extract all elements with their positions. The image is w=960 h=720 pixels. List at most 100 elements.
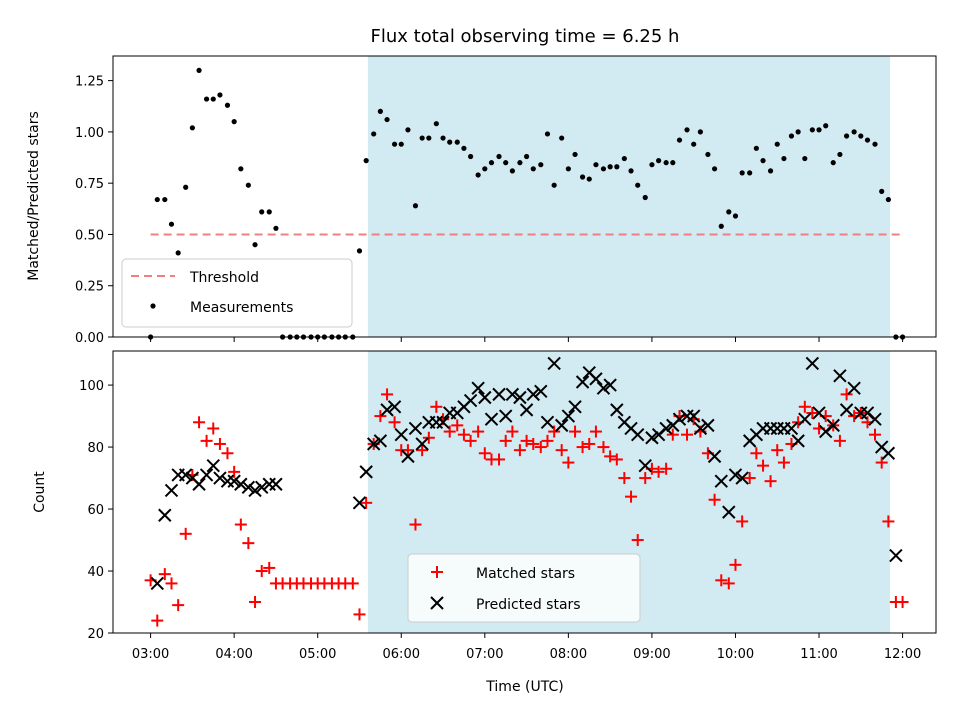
measurement-point (579, 174, 586, 180)
measurement-point (809, 127, 815, 133)
top-y-tick-label: 0.75 (75, 177, 104, 192)
top-y-axis-label: Matched/Predicted stars (26, 111, 42, 281)
measurement-point (544, 131, 551, 137)
matched-star-point (777, 456, 790, 469)
matched-star-point (158, 568, 171, 581)
measurement-point (802, 155, 808, 162)
predicted-star-point (241, 480, 256, 495)
legend-matched-label: Matched stars (476, 566, 575, 582)
measurement-point (523, 153, 530, 160)
predicted-star-point (833, 369, 847, 383)
top-y-tick-label: 0.25 (75, 280, 104, 295)
predicted-star-point (192, 477, 206, 491)
predicted-star-point (693, 421, 708, 436)
predicted-star-point (728, 468, 743, 482)
predicted-star-point (164, 483, 179, 498)
x-tick-label: 09:00 (633, 647, 670, 662)
matched-star-point (882, 515, 895, 528)
measurement-point (843, 133, 850, 139)
legend-measurements-swatch (150, 303, 156, 309)
measurement-point (231, 119, 237, 125)
bottom-legend-box (407, 553, 641, 623)
matched-star-point (604, 450, 617, 463)
predicted-star-point (206, 458, 220, 473)
matched-star-point (381, 388, 394, 401)
matched-star-point (798, 400, 811, 413)
measurement-point (872, 141, 878, 147)
measurement-point (168, 221, 175, 227)
predicted-star-point (471, 381, 485, 395)
matched-star-point (618, 472, 631, 485)
matched-star-point (750, 447, 763, 460)
matched-star-point (652, 465, 665, 478)
measurement-point (705, 151, 711, 158)
bottom-y-tick-label: 40 (87, 565, 104, 580)
measurement-point (760, 158, 766, 164)
matched-star-point (527, 437, 540, 450)
matched-star-point (353, 608, 366, 621)
predicted-star-point (805, 356, 820, 371)
measurement-point (266, 209, 272, 215)
top-shaded-region (367, 56, 891, 337)
measurement-point (795, 129, 801, 135)
matched-star-point (207, 422, 220, 435)
measurement-point (517, 160, 523, 166)
bottom-axes-frame (112, 350, 937, 634)
matched-star-point (213, 437, 226, 450)
predicted-star-point (638, 458, 652, 473)
top-legend: Threshold Measurements (121, 258, 353, 328)
measurement-point (559, 135, 565, 141)
matched-star-point (457, 428, 470, 441)
measurement-point (718, 223, 724, 229)
measurement-point (607, 164, 613, 170)
measurement-point (642, 194, 648, 201)
matched-star-point (569, 425, 582, 438)
legend-predicted-swatch (430, 596, 444, 610)
matched-star-point (179, 527, 192, 540)
measurement-point (210, 96, 216, 102)
measurement-point (837, 151, 843, 158)
measurement-point (196, 67, 202, 73)
predicted-star-point (401, 449, 415, 464)
measurement-point (377, 108, 383, 114)
bottom-y-ticks: 20 40 60 80 100 (79, 379, 113, 642)
matched-star-point (757, 459, 770, 472)
matched-star-point (478, 447, 491, 460)
measurement-point (656, 158, 662, 164)
matched-star-point (708, 493, 721, 506)
predicted-star-point (672, 412, 687, 426)
predicted-star-point (408, 421, 423, 436)
predicted-star-point (519, 403, 534, 417)
predicted-star-point (158, 508, 172, 522)
measurement-point (273, 225, 279, 231)
predicted-star-point (269, 477, 283, 491)
measurement-point (732, 213, 739, 219)
measurement-point (398, 141, 404, 147)
predicted-star-point (513, 390, 527, 405)
measurement-point (753, 145, 759, 151)
predicted-star-point (847, 381, 861, 395)
matched-star-point (200, 434, 213, 447)
predicted-star-point (554, 418, 569, 433)
matched-star-point (165, 577, 178, 590)
matched-star-point (666, 428, 679, 441)
predicted-star-point (631, 427, 645, 442)
measurement-point (162, 196, 168, 203)
predicted-star-point (575, 375, 590, 389)
matched-star-point (151, 614, 164, 627)
matched-star-point (729, 558, 742, 571)
measurement-point (488, 160, 495, 166)
measurement-point (224, 102, 231, 108)
predicted-star-point (150, 576, 164, 591)
measurement-point (823, 123, 829, 129)
measurement-point (509, 168, 515, 174)
predicted-star-point (722, 505, 736, 519)
predicted-star-point (889, 548, 903, 563)
measurement-point (864, 137, 871, 143)
measurement-point (391, 141, 398, 147)
predicted-star-point (359, 465, 373, 479)
predicted-star-point (380, 403, 394, 417)
legend-threshold-label: Threshold (189, 270, 259, 286)
measurement-point (684, 127, 690, 133)
predicted-star-point (603, 378, 617, 392)
